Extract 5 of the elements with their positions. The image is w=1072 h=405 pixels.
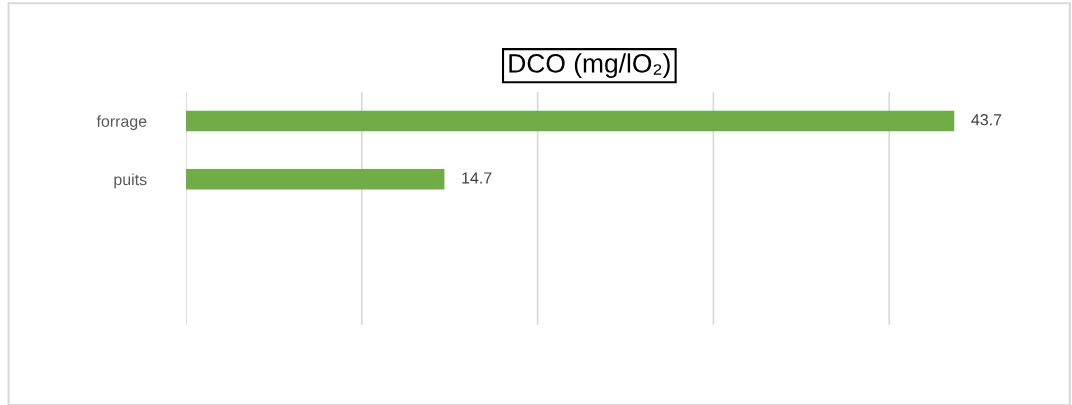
data-label: 14.7 bbox=[462, 172, 492, 184]
y-tick-label: forrage bbox=[96, 115, 147, 131]
chart-title: DCO (mg/lO₂) bbox=[509, 53, 670, 78]
y-tick-label: puits bbox=[114, 173, 147, 189]
data-label: 43.7 bbox=[971, 114, 1002, 126]
